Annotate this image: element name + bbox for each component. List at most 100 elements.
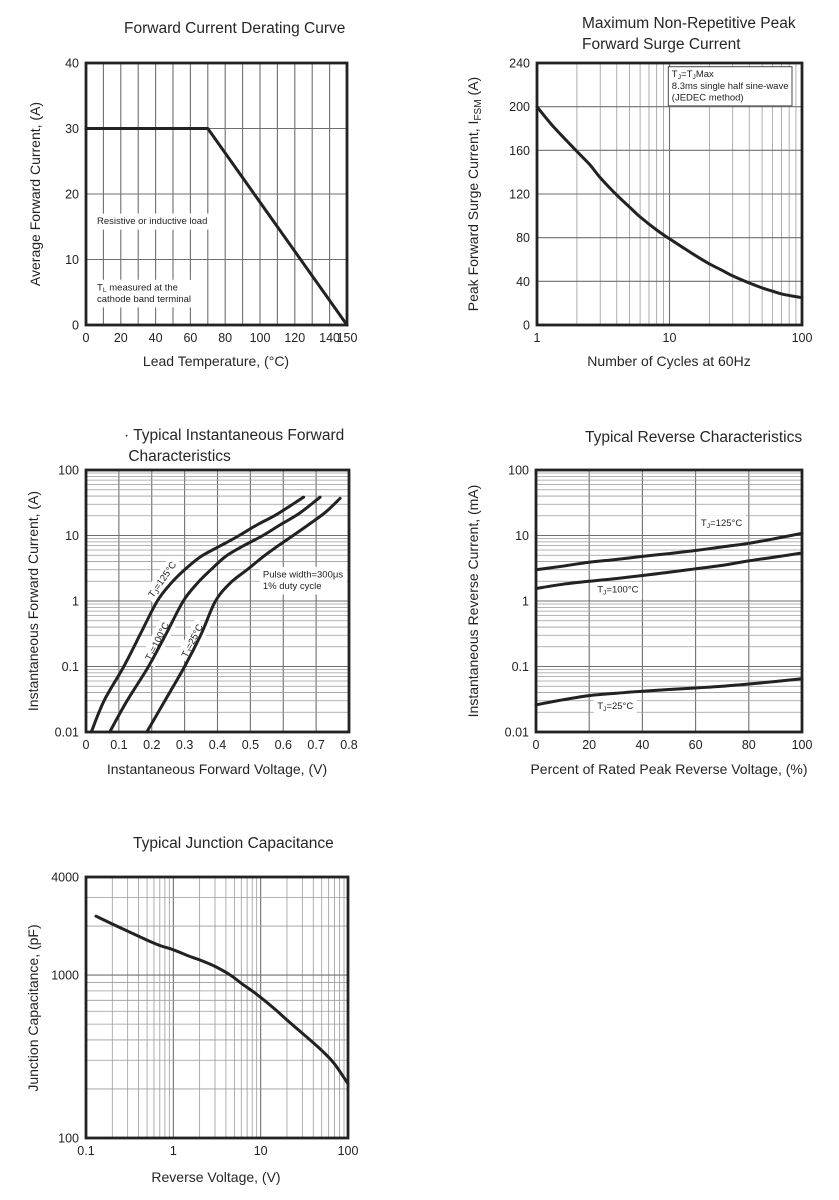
svg-text:0: 0 bbox=[83, 331, 90, 345]
typical-reverse-characteristics-series bbox=[534, 531, 804, 707]
svg-text:0.5: 0.5 bbox=[242, 738, 259, 752]
svg-text:0.1: 0.1 bbox=[110, 738, 127, 752]
typical-junction-capacitance-plot-border bbox=[84, 875, 350, 1140]
svg-text:100: 100 bbox=[792, 738, 813, 752]
svg-text:0.01: 0.01 bbox=[55, 726, 79, 740]
max-non-repetitive-peak-forward-surge-current-plot-border bbox=[535, 61, 804, 327]
svg-text:1: 1 bbox=[170, 1144, 177, 1158]
typical-reverse-characteristics-curve-label-125c: TJ=125°C bbox=[697, 515, 746, 533]
svg-text:1: 1 bbox=[534, 331, 541, 345]
svg-text:0.1: 0.1 bbox=[512, 660, 529, 674]
svg-text:10: 10 bbox=[663, 331, 677, 345]
svg-text:40: 40 bbox=[65, 57, 79, 71]
svg-text:20: 20 bbox=[582, 738, 596, 752]
forward-current-derating-curve-note-load: Resistive or inductive load bbox=[93, 213, 211, 230]
typical-reverse-characteristics: TJ=125°CTJ=100°CTJ=25°C 0 20 40 60 80 100 0.01 0… bbox=[465, 464, 812, 753]
svg-text:0.8: 0.8 bbox=[340, 738, 357, 752]
svg-text:Average Forward Current, (A): Average Forward Current, (A) bbox=[27, 102, 43, 286]
svg-text:0.7: 0.7 bbox=[307, 738, 324, 752]
forward-current-derating-curve-ylabel: Average Forward Current, (A) bbox=[27, 102, 43, 286]
typical-instantaneous-forward-characteristics-grid bbox=[86, 470, 349, 732]
svg-text:10: 10 bbox=[65, 253, 79, 267]
svg-text:100: 100 bbox=[508, 464, 529, 478]
max-non-repetitive-peak-forward-surge-current-ylabel: Peak Forward Surge Current, IFSM (A) bbox=[465, 77, 484, 311]
svg-text:80: 80 bbox=[516, 231, 530, 245]
typical-junction-capacitance-ylabel: Junction Capacitance, (pF) bbox=[25, 924, 41, 1091]
x-axis-label-reverse-char: Percent of Rated Peak Reverse Voltage, (… bbox=[530, 761, 808, 777]
svg-text:20: 20 bbox=[114, 331, 128, 345]
svg-text:0.6: 0.6 bbox=[275, 738, 292, 752]
typical-reverse-characteristics-plot-border bbox=[534, 468, 804, 734]
svg-text:0.01: 0.01 bbox=[505, 726, 529, 740]
typical-instantaneous-forward-characteristics-curve-tj-125c bbox=[89, 495, 306, 734]
svg-text:cathode band terminal: cathode band terminal bbox=[97, 294, 191, 305]
svg-text:1000: 1000 bbox=[51, 969, 79, 983]
svg-text:0: 0 bbox=[533, 738, 540, 752]
typical-instantaneous-forward-characteristics-ylabel: Instantaneous Forward Current, (A) bbox=[25, 491, 41, 711]
x-axis-label-derating: Lead Temperature, (°C) bbox=[142, 353, 290, 369]
forward-current-derating-curve: Resistive or inductive load TL measured a… bbox=[27, 57, 357, 346]
chart-title-reverse-char: Typical Reverse Characteristics bbox=[585, 429, 803, 446]
typical-reverse-characteristics-curve-tj-125c bbox=[534, 531, 804, 572]
svg-text:30: 30 bbox=[65, 122, 79, 136]
typical-instantaneous-forward-characteristics-plot-border bbox=[84, 468, 351, 734]
max-non-repetitive-peak-forward-surge-current-grid bbox=[537, 63, 802, 325]
typical-instantaneous-forward-characteristics-series bbox=[89, 495, 342, 734]
typical-instantaneous-forward-characteristics-curve-tj-100c bbox=[108, 495, 322, 734]
x-axis-label-forward-char: Instantaneous Forward Voltage, (V) bbox=[106, 761, 328, 777]
chart-title-junction-cap: Typical Junction Capacitance bbox=[133, 835, 334, 852]
svg-text:140: 140 bbox=[319, 331, 340, 345]
svg-text:60: 60 bbox=[689, 738, 703, 752]
x-axis-label-junction-cap: Reverse Voltage, (V) bbox=[151, 1169, 281, 1185]
svg-text:20: 20 bbox=[65, 188, 79, 202]
typical-reverse-characteristics-curve-tj-100c bbox=[534, 551, 804, 590]
svg-text:80: 80 bbox=[218, 331, 232, 345]
svg-text:0: 0 bbox=[72, 319, 79, 333]
svg-text:TL measured at the: TL measured at the bbox=[97, 282, 178, 294]
svg-text:100: 100 bbox=[58, 1132, 79, 1146]
svg-text:10: 10 bbox=[254, 1144, 268, 1158]
typical-reverse-characteristics-tick-labels: 0 20 40 60 80 100 0.01 0.1 1 10 100 bbox=[505, 464, 813, 753]
max-non-repetitive-peak-forward-surge-current-tick-labels: 1 10 100 0 40 80 120 160 200 240 bbox=[509, 57, 812, 346]
svg-text:40: 40 bbox=[635, 738, 649, 752]
svg-text:Instantaneous Reverse Current,: Instantaneous Reverse Current, (mA) bbox=[465, 485, 481, 718]
svg-text:(JEDEC method): (JEDEC method) bbox=[672, 92, 744, 103]
svg-text:TJ=125°C: TJ=125°C bbox=[701, 518, 742, 530]
svg-text:Pulse width=300μs: Pulse width=300μs bbox=[263, 569, 343, 580]
forward-current-derating-curve-grid bbox=[86, 63, 347, 325]
svg-text:100: 100 bbox=[58, 464, 79, 478]
typical-junction-capacitance-curve-junction-capacitance bbox=[94, 914, 350, 1086]
typical-reverse-characteristics-ylabel: Instantaneous Reverse Current, (mA) bbox=[465, 485, 481, 718]
max-non-repetitive-peak-forward-surge-current-curve-ifsm-surge bbox=[535, 105, 804, 300]
svg-text:8.3ms single half sine-wave: 8.3ms single half sine-wave bbox=[672, 81, 789, 92]
typical-junction-capacitance-grid bbox=[86, 877, 348, 1138]
max-non-repetitive-peak-forward-surge-current-series bbox=[535, 105, 804, 300]
chart-title-derating: Forward Current Derating Curve bbox=[124, 20, 346, 37]
svg-text:100: 100 bbox=[338, 1144, 359, 1158]
svg-text:120: 120 bbox=[509, 188, 530, 202]
svg-text:150: 150 bbox=[337, 331, 358, 345]
svg-text:0.1: 0.1 bbox=[62, 660, 79, 674]
typical-reverse-characteristics-annotations: TJ=125°C TJ=100°C TJ=25°C bbox=[593, 515, 746, 716]
svg-text:100: 100 bbox=[250, 331, 271, 345]
svg-text:1% duty cycle: 1% duty cycle bbox=[263, 581, 322, 592]
typical-junction-capacitance: 0.1 1 10 100 100 1000 4000 Junction Capacitance… bbox=[25, 871, 358, 1159]
chart-title-surge: Maximum Non-Repetitive Peak Forward Surg… bbox=[582, 15, 796, 53]
svg-text:120: 120 bbox=[284, 331, 305, 345]
forward-current-derating-curve-annotations: Resistive or inductive load TL measured a… bbox=[93, 213, 211, 308]
svg-text:0.4: 0.4 bbox=[209, 738, 226, 752]
svg-text:80: 80 bbox=[742, 738, 756, 752]
svg-text:TJ=TJMax: TJ=TJMax bbox=[672, 69, 714, 81]
svg-text:240: 240 bbox=[509, 57, 530, 71]
svg-text:60: 60 bbox=[183, 331, 197, 345]
typical-instantaneous-forward-characteristics-tick-labels: 0 0.1 0.2 0.3 0.4 0.5 0.6 0.7 0.8 0.01 0.1 1 10 100 bbox=[55, 464, 358, 753]
forward-current-derating-curve-plot-border bbox=[84, 61, 349, 327]
typical-instantaneous-forward-characteristics-curve-tj-25c bbox=[145, 496, 342, 734]
chart-title-forward-char: · Typical Instantaneous Forward Characte… bbox=[124, 427, 345, 465]
svg-text:4000: 4000 bbox=[51, 871, 79, 885]
svg-text:10: 10 bbox=[65, 529, 79, 543]
